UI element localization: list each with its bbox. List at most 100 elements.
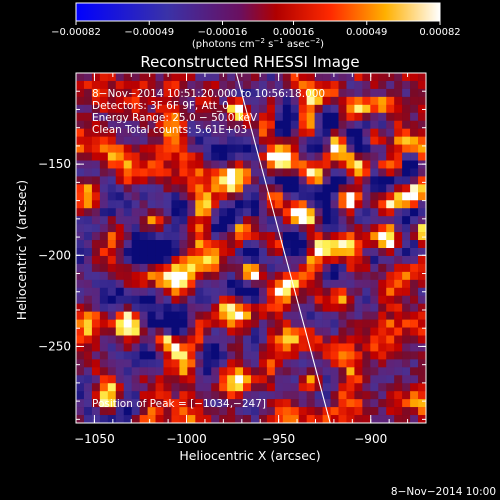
heatmap-pixel [338, 128, 347, 137]
heatmap-pixel [418, 351, 426, 360]
heatmap-pixel [282, 232, 292, 241]
heatmap-pixel [243, 80, 252, 90]
heatmap-pixel [211, 192, 220, 201]
heatmap-pixel [298, 295, 307, 304]
heatmap-pixel [179, 88, 188, 98]
heatmap-pixel [322, 200, 331, 209]
heatmap-pixel [266, 359, 276, 368]
heatmap-pixel [386, 136, 395, 145]
heatmap-pixel [410, 367, 419, 376]
heatmap-pixel [362, 415, 371, 423]
heatmap-pixel [410, 200, 419, 209]
heatmap-pixel [330, 88, 339, 98]
heatmap-pixel [123, 367, 132, 376]
heatmap-pixel [346, 120, 355, 129]
heatmap-pixel [362, 200, 371, 209]
heatmap-pixel [306, 216, 315, 225]
heatmap-pixel [187, 184, 196, 193]
heatmap-pixel [251, 88, 260, 98]
heatmap-pixel [290, 263, 300, 273]
heatmap-pixel [290, 399, 300, 408]
heatmap-pixel [322, 263, 331, 273]
heatmap-pixel [330, 367, 339, 376]
heatmap-pixel [187, 279, 196, 289]
heatmap-pixel [346, 168, 355, 177]
heatmap-pixel [195, 263, 204, 273]
heatmap-pixel [76, 176, 85, 185]
heatmap-pixel [211, 343, 220, 352]
heatmap-pixel [314, 271, 323, 281]
heatmap-pixel [298, 351, 307, 360]
heatmap-pixel [155, 359, 164, 368]
heatmap-pixel [362, 248, 371, 257]
heatmap-pixel [266, 263, 276, 273]
heatmap-pixel [83, 144, 93, 153]
heatmap-pixel [251, 136, 260, 145]
heatmap-pixel [338, 271, 347, 281]
heatmap-pixel [290, 80, 300, 90]
heatmap-pixel [227, 407, 236, 416]
heatmap-pixel [251, 375, 260, 384]
heatmap-pixel [402, 375, 411, 384]
heatmap-pixel [290, 271, 300, 281]
heatmap-pixel [266, 343, 276, 352]
heatmap-pixel [107, 279, 117, 289]
heatmap-pixel [314, 184, 323, 193]
heatmap-pixel [155, 255, 164, 265]
heatmap-pixel [410, 248, 419, 257]
heatmap-pixel [99, 136, 109, 145]
heatmap-pixel [235, 112, 244, 122]
heatmap-pixel [322, 367, 331, 376]
heatmap-pixel [354, 335, 363, 344]
heatmap-pixel [330, 279, 339, 289]
heatmap-pixel [163, 391, 172, 400]
heatmap-pixel [91, 367, 101, 376]
heatmap-pixel [163, 152, 172, 161]
heatmap-pixel [370, 120, 379, 129]
heatmap-pixel [370, 240, 379, 249]
heatmap-pixel [266, 73, 276, 82]
heatmap-pixel [418, 112, 426, 122]
heatmap-pixel [258, 343, 268, 352]
heatmap-pixel [107, 407, 117, 416]
heatmap-pixel [330, 263, 339, 273]
heatmap-pixel [107, 144, 117, 153]
heatmap-pixel [99, 112, 109, 122]
heatmap-pixel [346, 335, 355, 344]
heatmap-pixel [115, 391, 125, 400]
heatmap-pixel [346, 96, 355, 106]
heatmap-pixel [266, 128, 276, 137]
heatmap-pixel [123, 184, 132, 193]
heatmap-pixel [91, 168, 101, 177]
heatmap-pixel [243, 73, 252, 82]
heatmap-pixel [394, 263, 403, 273]
heatmap-pixel [394, 311, 403, 320]
heatmap-pixel [314, 303, 323, 312]
heatmap-pixel [219, 375, 228, 384]
heatmap-pixel [251, 73, 260, 82]
heatmap-pixel [274, 232, 284, 241]
heatmap-pixel [219, 104, 228, 114]
heatmap-pixel [76, 343, 85, 352]
heatmap-pixel [107, 80, 117, 90]
heatmap-pixel [282, 263, 292, 273]
heatmap-pixel [243, 232, 252, 241]
heatmap-pixel [354, 351, 363, 360]
heatmap-pixel [147, 232, 156, 241]
y-axis: −150−200−250 [38, 72, 426, 420]
heatmap-pixel [195, 335, 204, 344]
heatmap-pixel [91, 192, 101, 201]
heatmap-pixel [123, 240, 132, 249]
heatmap-pixel [322, 303, 331, 312]
heatmap-pixel [386, 383, 395, 392]
heatmap-pixel [211, 351, 220, 360]
heatmap-pixel [322, 128, 331, 137]
heatmap-pixel [171, 311, 180, 320]
heatmap-pixel [83, 295, 93, 304]
heatmap-pixel [219, 351, 228, 360]
heatmap-pixel [258, 415, 268, 423]
heatmap-pixel [123, 311, 132, 320]
heatmap-pixel [314, 152, 323, 161]
heatmap-pixel [402, 120, 411, 129]
heatmap-pixel [243, 263, 252, 273]
